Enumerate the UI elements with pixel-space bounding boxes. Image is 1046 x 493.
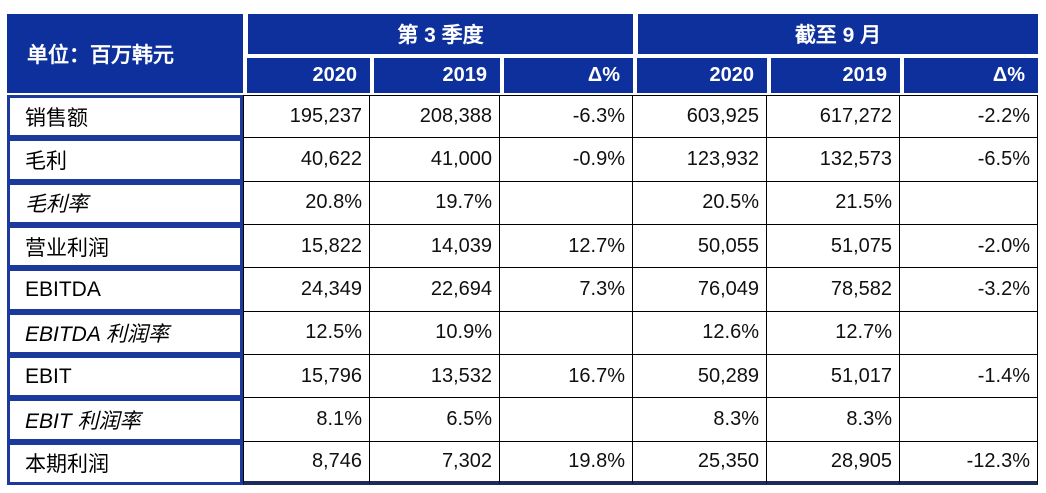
data-cell: 20.5% [633, 181, 767, 225]
data-cell: 24,349 [243, 268, 370, 312]
data-cell: 12.6% [633, 311, 767, 355]
col-header-q3-delta: Δ% [500, 58, 633, 95]
data-cell: 8.3% [767, 398, 900, 442]
row-label: EBITDA [7, 268, 243, 312]
col-header-ytd-delta: Δ% [900, 58, 1038, 95]
data-cell: 50,055 [633, 224, 767, 269]
data-cell: 12.7% [767, 311, 900, 355]
data-cell: 50,289 [633, 354, 767, 399]
data-cell: 28,905 [767, 441, 900, 485]
group-header-q3: 第 3 季度 [243, 14, 633, 58]
row-label: 毛利 [7, 138, 243, 182]
row-label: 毛利率 [7, 181, 243, 225]
data-cell: 10.9% [370, 311, 500, 355]
data-cell [900, 311, 1038, 355]
col-header-ytd-2020: 2020 [633, 58, 767, 95]
col-header-q3-2020: 2020 [243, 58, 370, 95]
data-cell: 12.5% [243, 311, 370, 355]
data-cell: 12.7% [500, 224, 633, 269]
row-label: EBIT 利润率 [7, 398, 243, 442]
data-cell: 13,532 [370, 354, 500, 399]
data-cell: 76,049 [633, 268, 767, 312]
data-cell: 25,350 [633, 441, 767, 485]
data-cell: 123,932 [633, 138, 767, 182]
data-cell: 8,746 [243, 441, 370, 485]
data-cell: 19.7% [370, 181, 500, 225]
col-header-q3-2019: 2019 [370, 58, 500, 95]
data-cell: 208,388 [370, 95, 500, 139]
data-cell: -3.2% [900, 268, 1038, 312]
row-label: EBITDA 利润率 [7, 311, 243, 355]
data-cell: 603,925 [633, 95, 767, 139]
data-cell [500, 181, 633, 225]
col-header-ytd-2019: 2019 [767, 58, 900, 95]
data-cell: 8.3% [633, 398, 767, 442]
financial-table: 单位：百万韩元 第 3 季度 截至 9 月 2020 2019 Δ% 2020 … [7, 14, 1038, 485]
data-cell [500, 311, 633, 355]
data-cell: 7,302 [370, 441, 500, 485]
data-cell: -2.2% [900, 95, 1038, 139]
data-cell: -2.0% [900, 224, 1038, 269]
data-cell: 15,796 [243, 354, 370, 399]
row-label: EBIT [7, 354, 243, 399]
data-cell: 16.7% [500, 354, 633, 399]
data-cell: 617,272 [767, 95, 900, 139]
data-cell: -12.3% [900, 441, 1038, 485]
data-cell: 41,000 [370, 138, 500, 182]
data-cell: -6.5% [900, 138, 1038, 182]
data-cell: 78,582 [767, 268, 900, 312]
unit-label: 单位：百万韩元 [7, 14, 243, 95]
row-label: 本期利润 [7, 441, 243, 485]
data-cell: 20.8% [243, 181, 370, 225]
data-cell: 51,075 [767, 224, 900, 269]
data-cell: -1.4% [900, 354, 1038, 399]
data-cell: 6.5% [370, 398, 500, 442]
data-cell: 19.8% [500, 441, 633, 485]
data-cell: 14,039 [370, 224, 500, 269]
data-cell [500, 398, 633, 442]
data-cell: 8.1% [243, 398, 370, 442]
data-cell: 132,573 [767, 138, 900, 182]
data-cell: 195,237 [243, 95, 370, 139]
row-label: 营业利润 [7, 224, 243, 269]
data-cell: 7.3% [500, 268, 633, 312]
data-cell: 22,694 [370, 268, 500, 312]
data-cell: 51,017 [767, 354, 900, 399]
data-cell [900, 181, 1038, 225]
data-cell: -6.3% [500, 95, 633, 139]
data-cell: 40,622 [243, 138, 370, 182]
data-cell: 21.5% [767, 181, 900, 225]
data-cell: 15,822 [243, 224, 370, 269]
data-cell: -0.9% [500, 138, 633, 182]
data-cell [900, 398, 1038, 442]
group-header-ytd: 截至 9 月 [633, 14, 1038, 58]
row-label: 销售额 [7, 95, 243, 139]
